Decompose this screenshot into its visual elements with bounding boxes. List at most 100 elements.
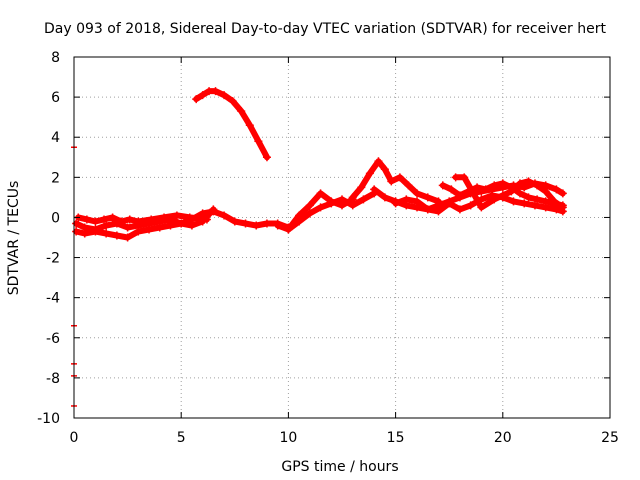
data-point bbox=[402, 195, 411, 204]
plot-frame bbox=[73, 56, 611, 419]
data-point bbox=[245, 121, 254, 130]
data-point bbox=[123, 223, 132, 232]
data-point bbox=[220, 91, 229, 100]
data-point bbox=[252, 221, 261, 230]
data-point bbox=[357, 183, 366, 192]
data-point bbox=[82, 215, 91, 224]
data-point bbox=[404, 181, 413, 190]
data-point bbox=[220, 211, 229, 220]
data-point bbox=[498, 179, 507, 188]
data-point bbox=[305, 201, 314, 210]
data-point bbox=[147, 215, 156, 224]
x-tick-label: 5 bbox=[177, 430, 186, 446]
data-point bbox=[72, 219, 81, 228]
plot-data bbox=[71, 87, 567, 407]
y-tick-label: -2 bbox=[46, 251, 60, 267]
data-point bbox=[295, 211, 304, 220]
y-tick-label: -10 bbox=[37, 411, 60, 427]
chart-title: Day 093 of 2018, Sidereal Day-to-day VTE… bbox=[44, 21, 606, 37]
data-point bbox=[498, 191, 507, 200]
data-point bbox=[550, 197, 559, 206]
data-point bbox=[552, 185, 561, 194]
data-point bbox=[166, 221, 175, 230]
y-tick-label: -4 bbox=[46, 291, 60, 307]
y-tick-label: 4 bbox=[51, 130, 60, 146]
axis-ticks bbox=[73, 56, 611, 419]
data-point bbox=[72, 227, 81, 236]
data-point bbox=[185, 213, 194, 222]
data-point bbox=[187, 221, 196, 230]
data-point bbox=[202, 215, 211, 224]
data-point bbox=[108, 213, 117, 222]
data-point bbox=[423, 205, 432, 214]
data-point bbox=[524, 177, 533, 186]
data-point bbox=[413, 197, 422, 206]
data-point bbox=[112, 231, 121, 240]
data-point bbox=[481, 185, 490, 194]
x-tick-label: 25 bbox=[601, 430, 619, 446]
data-point bbox=[262, 219, 271, 228]
data-point bbox=[254, 137, 263, 146]
data-point bbox=[155, 223, 164, 232]
grid bbox=[74, 57, 610, 418]
data-point bbox=[460, 173, 469, 182]
data-point bbox=[100, 215, 109, 224]
data-point bbox=[490, 195, 499, 204]
y-tick-label: 6 bbox=[51, 90, 60, 106]
data-point bbox=[530, 201, 539, 210]
data-point bbox=[316, 189, 325, 198]
data-point bbox=[80, 229, 89, 238]
data-point bbox=[102, 229, 111, 238]
data-point bbox=[177, 219, 186, 228]
data-point bbox=[455, 191, 464, 200]
data-point bbox=[91, 217, 100, 226]
data-point bbox=[316, 203, 325, 212]
data-point bbox=[509, 197, 518, 206]
data-point bbox=[558, 203, 567, 212]
data-point bbox=[541, 197, 550, 206]
data-point bbox=[370, 185, 379, 194]
data-point bbox=[395, 173, 404, 182]
data-point bbox=[423, 193, 432, 202]
data-point bbox=[434, 207, 443, 216]
data-point bbox=[365, 169, 374, 178]
data-point bbox=[123, 233, 132, 242]
data-point bbox=[262, 153, 271, 162]
data-point bbox=[145, 225, 154, 234]
data-point bbox=[447, 185, 456, 194]
data-point bbox=[374, 157, 383, 166]
data-point bbox=[558, 189, 567, 198]
data-point bbox=[507, 187, 516, 196]
data-point bbox=[533, 195, 542, 204]
data-point bbox=[237, 107, 246, 116]
data-point bbox=[125, 215, 134, 224]
data-point bbox=[134, 217, 143, 226]
data-point bbox=[273, 221, 282, 230]
data-point bbox=[160, 213, 169, 222]
data-point bbox=[524, 193, 533, 202]
data-point bbox=[102, 221, 111, 230]
data-point bbox=[541, 187, 550, 196]
data-point bbox=[515, 189, 524, 198]
data-point bbox=[490, 181, 499, 190]
data-point bbox=[230, 217, 239, 226]
data-point bbox=[241, 219, 250, 228]
data-point bbox=[338, 201, 346, 210]
data-point bbox=[134, 227, 143, 236]
data-point bbox=[380, 165, 389, 174]
data-point bbox=[172, 211, 181, 220]
x-tick-label: 0 bbox=[70, 430, 79, 446]
data-point bbox=[445, 199, 454, 208]
data-point bbox=[387, 177, 396, 186]
data-point bbox=[413, 189, 422, 198]
data-point bbox=[380, 193, 389, 202]
data-point bbox=[473, 183, 482, 192]
y-tick-label: 2 bbox=[51, 170, 60, 186]
data-point bbox=[348, 193, 357, 202]
data-point bbox=[91, 227, 100, 236]
x-tick-label: 15 bbox=[387, 430, 405, 446]
x-axis-label: GPS time / hours bbox=[281, 459, 398, 475]
data-point bbox=[209, 205, 218, 214]
y-tick-label: -8 bbox=[46, 371, 60, 387]
